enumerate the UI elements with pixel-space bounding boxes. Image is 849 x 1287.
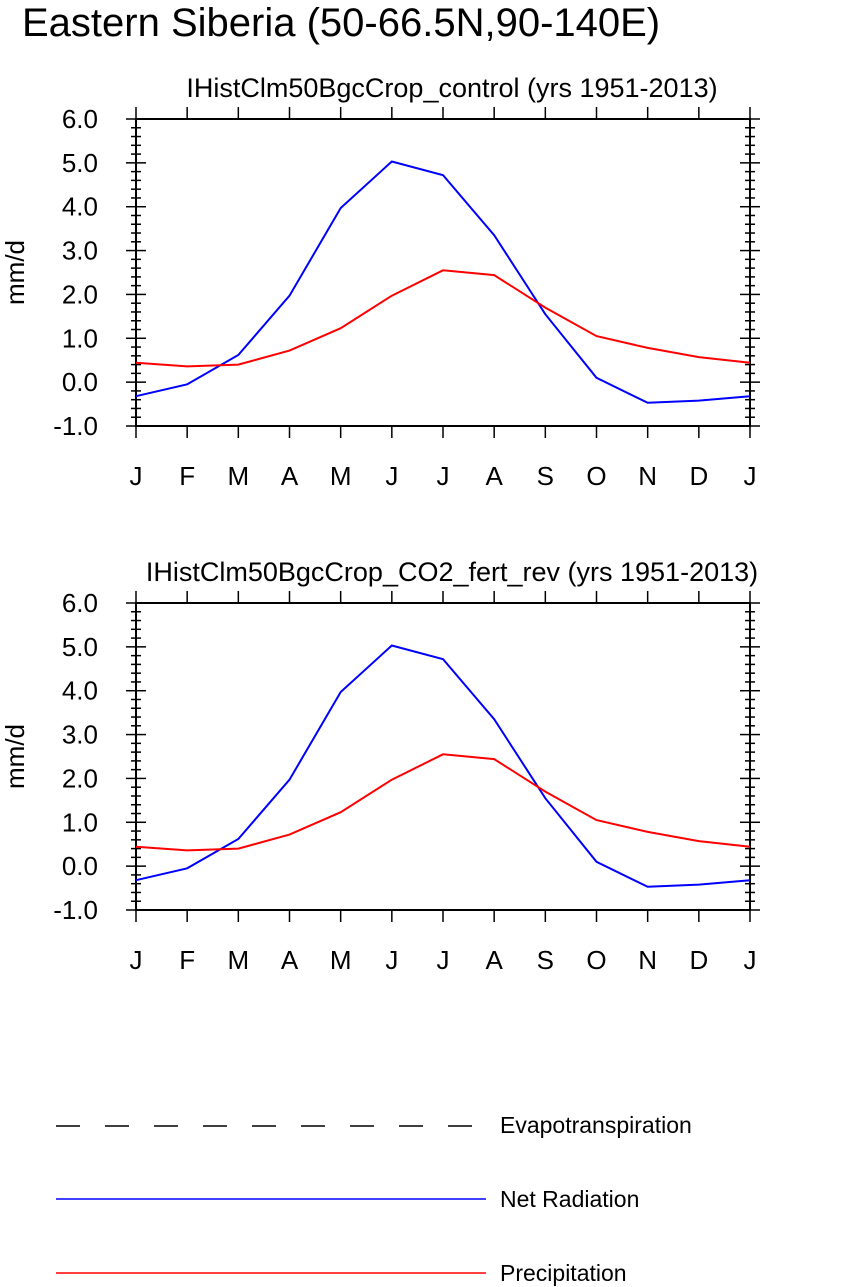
- plot-frame: [135, 602, 751, 911]
- chart-panel-control: IHistClm50BgcCrop_control (yrs 1951-2013…: [0, 73, 760, 491]
- x-tick-label: S: [537, 945, 554, 975]
- y-tick-label: 5.0: [62, 632, 98, 662]
- series-line-precipitation: [135, 753, 751, 852]
- y-tick-label: 6.0: [62, 104, 98, 134]
- x-tick-label: J: [130, 461, 143, 491]
- y-tick-label: -1.0: [53, 895, 98, 925]
- legend: Evapotranspiration Net Radiation Precipi…: [56, 1112, 692, 1286]
- y-tick-label: 2.0: [62, 763, 98, 793]
- x-tick-label: O: [586, 461, 606, 491]
- y-tick-label: -1.0: [53, 411, 98, 441]
- x-tick-label: N: [638, 461, 657, 491]
- x-tick-label: S: [537, 461, 554, 491]
- x-tick-label: J: [744, 945, 757, 975]
- x-tick-label: J: [437, 461, 450, 491]
- x-tick-label: M: [330, 461, 352, 491]
- x-tick-label: J: [437, 945, 450, 975]
- legend-label-evapotranspiration: Evapotranspiration: [500, 1112, 692, 1138]
- panel-title: IHistClm50BgcCrop_CO2_fert_rev (yrs 1951…: [146, 557, 758, 587]
- x-tick-label: J: [744, 461, 757, 491]
- legend-item-precipitation: Precipitation: [56, 1260, 627, 1286]
- y-tick-label: 0.0: [62, 367, 98, 397]
- chart-panel-co2-fert-rev: IHistClm50BgcCrop_CO2_fert_rev (yrs 1951…: [0, 557, 760, 975]
- x-tick-label: O: [586, 945, 606, 975]
- series-line-precipitation: [135, 269, 751, 368]
- x-tick-label: J: [385, 945, 398, 975]
- x-tick-label: N: [638, 945, 657, 975]
- x-tick-label: M: [330, 945, 352, 975]
- y-tick-label: 1.0: [62, 807, 98, 837]
- y-tick-label: 4.0: [62, 192, 98, 222]
- panel-title: IHistClm50BgcCrop_control (yrs 1951-2013…: [186, 73, 717, 103]
- x-tick-label: A: [485, 945, 503, 975]
- x-tick-label: F: [179, 945, 195, 975]
- legend-item-net-radiation: Net Radiation: [56, 1186, 639, 1212]
- x-tick-label: A: [281, 945, 299, 975]
- x-tick-label: F: [179, 461, 195, 491]
- legend-label-precipitation: Precipitation: [500, 1260, 627, 1286]
- x-tick-label: J: [130, 945, 143, 975]
- legend-item-evapotranspiration: Evapotranspiration: [56, 1112, 692, 1138]
- y-tick-label: 5.0: [62, 148, 98, 178]
- x-tick-label: M: [227, 461, 249, 491]
- plot-frame: [135, 118, 751, 427]
- y-tick-label: 4.0: [62, 676, 98, 706]
- y-tick-label: 1.0: [62, 323, 98, 353]
- y-tick-label: 6.0: [62, 588, 98, 618]
- legend-label-net-radiation: Net Radiation: [500, 1186, 639, 1212]
- x-tick-label: A: [281, 461, 299, 491]
- series-line-net-radiation: [135, 644, 751, 888]
- y-tick-label: 2.0: [62, 279, 98, 309]
- y-tick-label: 0.0: [62, 851, 98, 881]
- y-tick-label: 3.0: [62, 720, 98, 750]
- series-line-net-radiation: [135, 160, 751, 404]
- x-tick-label: J: [385, 461, 398, 491]
- y-axis-label: mm/d: [0, 240, 30, 305]
- x-tick-label: D: [689, 945, 708, 975]
- y-tick-label: 3.0: [62, 236, 98, 266]
- figure-title: Eastern Siberia (50-66.5N,90-140E): [22, 1, 660, 45]
- y-axis-label: mm/d: [0, 724, 30, 789]
- x-tick-label: M: [227, 945, 249, 975]
- x-tick-label: A: [485, 461, 503, 491]
- x-tick-label: D: [689, 461, 708, 491]
